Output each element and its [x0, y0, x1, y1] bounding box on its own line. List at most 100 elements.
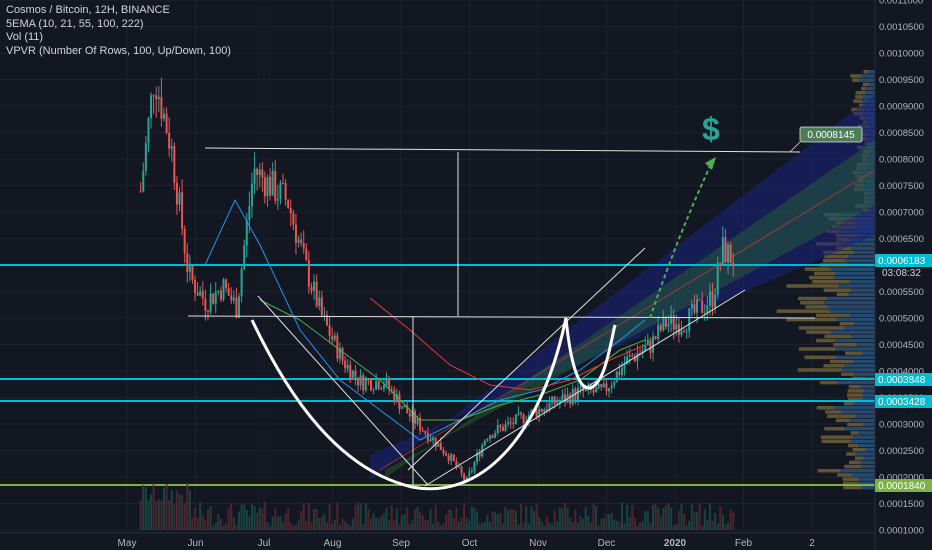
vpvr-bar-up: [857, 481, 875, 486]
handle-curve[interactable]: [564, 317, 617, 390]
candle-body: [690, 304, 693, 309]
candle-body: [483, 440, 486, 446]
volume-bar: [698, 503, 701, 530]
vpvr-bar-up: [853, 359, 875, 364]
volume-bar: [243, 504, 246, 530]
channel-upper-trendline[interactable]: [407, 247, 646, 471]
candle-body: [716, 262, 719, 295]
vpvr-indicator-label[interactable]: VPVR (Number Of Rows, 100, Up/Down, 100): [6, 44, 231, 57]
volume-bar: [313, 509, 316, 530]
vpvr-bar-up: [863, 389, 875, 393]
candle-body: [256, 168, 259, 175]
volume-bar: [719, 506, 722, 530]
candle-body: [641, 350, 644, 354]
cup-curve[interactable]: [250, 317, 568, 491]
volume-bar: [269, 525, 272, 530]
candle-body: [297, 239, 300, 243]
vpvr-bar-down: [821, 439, 851, 444]
target-price-label[interactable]: 0.0008145: [789, 126, 863, 153]
candle-body: [416, 418, 419, 424]
volume-bar: [245, 509, 248, 530]
volume-bar: [486, 514, 489, 530]
volume-bar: [144, 487, 147, 530]
volume-bar: [504, 507, 507, 530]
volume-indicator-label[interactable]: Vol (11): [6, 31, 44, 43]
candle-body: [191, 265, 194, 280]
vpvr-bar-up: [849, 313, 875, 318]
x-axis[interactable]: May Jun Jul Aug Sep Oct Nov Dec 2020 Feb 2: [0, 532, 875, 549]
candle-body: [225, 279, 228, 288]
volume-bar: [178, 494, 181, 530]
volume-bar: [250, 504, 253, 530]
candle-body: [561, 394, 564, 401]
candle-body: [150, 95, 153, 119]
volume-bar: [152, 482, 155, 530]
volume-bar: [615, 520, 618, 530]
volume-bar: [372, 513, 375, 530]
candle-body: [238, 296, 241, 318]
volume-bar: [284, 513, 287, 530]
volume-bar: [589, 521, 592, 530]
y-tick-label: 0.0007500: [879, 181, 924, 192]
vpvr-bar-up: [835, 355, 875, 360]
volume-bar: [349, 525, 352, 530]
candle-body: [196, 293, 199, 296]
level-tag-0003428[interactable]: [875, 395, 932, 408]
candle-body: [696, 299, 699, 313]
vpvr-bar-down: [844, 464, 861, 469]
volume-bar: [175, 490, 178, 530]
candle-body: [579, 386, 582, 389]
candle-body: [556, 402, 559, 405]
candle-body: [644, 345, 647, 351]
vpvr-bar-up: [835, 338, 875, 343]
vpvr-bar-up: [862, 95, 875, 99]
downtrend-line[interactable]: [257, 295, 429, 486]
countdown-text: 03:08:32: [882, 268, 921, 279]
volume-bar: [147, 500, 150, 530]
vpvr-bar-up: [865, 448, 875, 452]
ema-indicator-label[interactable]: 5EMA (10, 21, 55, 100, 222): [6, 17, 144, 30]
level-tag-0003848[interactable]: [875, 373, 932, 386]
vpvr-bar-down: [804, 267, 831, 271]
vpvr-bar-up: [844, 364, 875, 368]
volume-bar: [561, 508, 564, 530]
volume-bar: [354, 505, 357, 530]
candle-body: [628, 354, 631, 357]
volume-bar: [217, 514, 220, 530]
resistance-top-line[interactable]: [204, 147, 801, 153]
vpvr-bar-down: [798, 347, 836, 351]
candle-body: [377, 381, 380, 390]
candle-body: [152, 95, 155, 97]
candle-body: [401, 407, 404, 409]
vpvr-bar-down: [848, 385, 861, 389]
candle-body: [240, 268, 243, 297]
candle-body: [282, 182, 285, 184]
volume-bar: [457, 521, 460, 530]
volume-bar: [194, 508, 197, 530]
vpvr-bar-down: [842, 477, 859, 481]
candle-body: [646, 339, 649, 346]
vpvr-bar-up: [856, 343, 875, 347]
candle-body: [551, 396, 554, 403]
vpvr-bar-up: [848, 254, 875, 259]
current-price-tag[interactable]: [875, 254, 932, 267]
x-tick-label: Sep: [392, 538, 410, 549]
level-tag-0001840[interactable]: [875, 479, 932, 492]
projection-arrow[interactable]: [649, 159, 714, 319]
vpvr-bar-up: [826, 296, 875, 301]
candle-body: [652, 336, 655, 353]
x-tick-label: Aug: [324, 538, 342, 549]
candle-body: [597, 384, 600, 389]
candle-body: [181, 192, 184, 229]
y-tick-label: 0.0010000: [879, 49, 924, 60]
symbol-title[interactable]: Cosmos / Bitcoin, 12H, BINANCE: [6, 4, 170, 16]
volume-bar: [566, 507, 569, 530]
neckline[interactable]: [187, 315, 816, 319]
candle-body: [677, 324, 680, 335]
candle-body: [455, 461, 458, 468]
vpvr-bar-up: [844, 427, 875, 431]
y-tick-label: 0.0005500: [879, 287, 924, 298]
volume-bar: [587, 515, 590, 530]
y-tick-label: 0.0001000: [879, 526, 924, 537]
